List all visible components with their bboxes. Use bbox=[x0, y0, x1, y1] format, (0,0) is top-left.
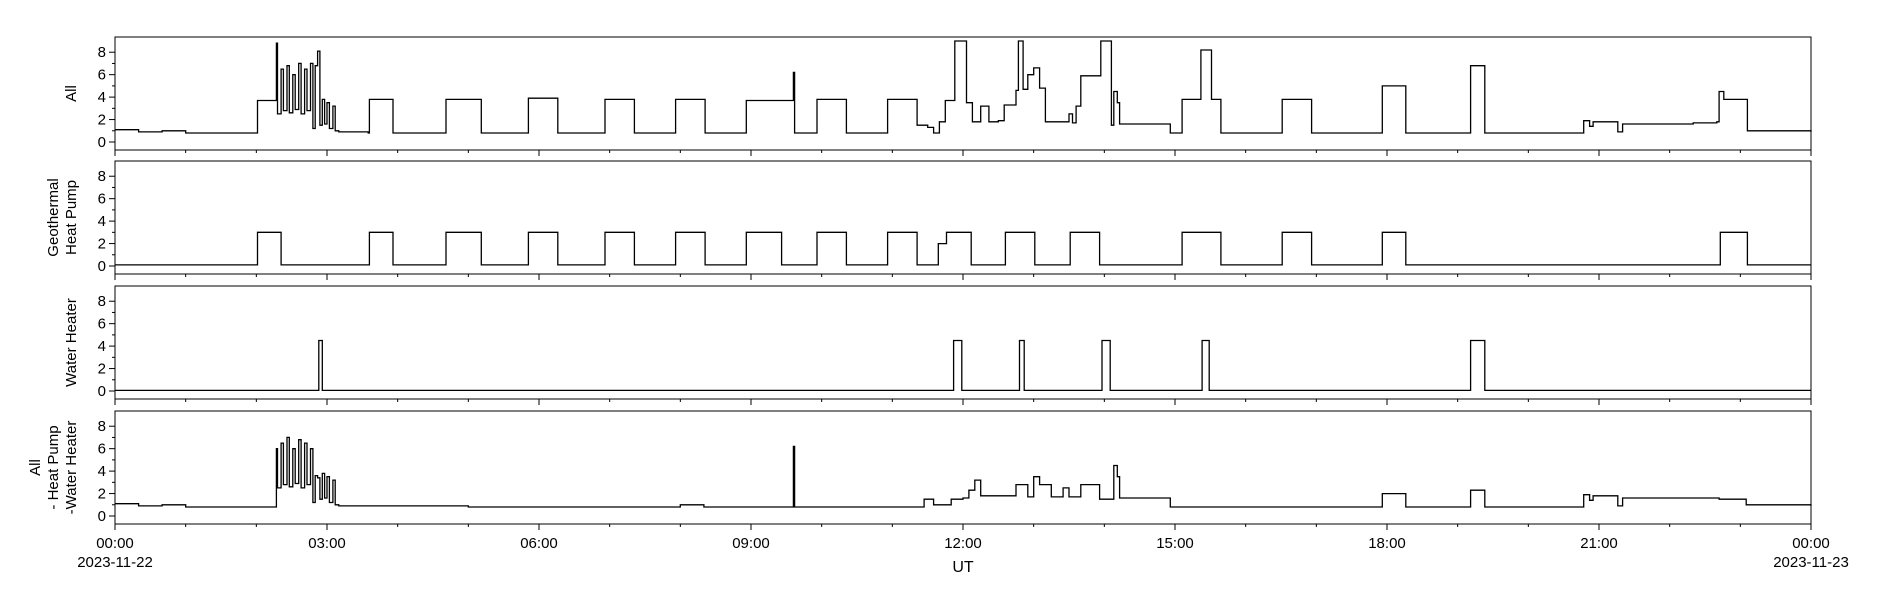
y-tick-label: 6 bbox=[98, 316, 106, 333]
series-line bbox=[115, 436, 1812, 508]
y-tick-label: 0 bbox=[98, 383, 106, 400]
y-tick-label: 2 bbox=[98, 236, 106, 253]
y-tick-label: 4 bbox=[98, 463, 106, 480]
y-axis-label: All- Heat Pump-Water Heater bbox=[27, 421, 80, 515]
y-axis-label-line: -Water Heater bbox=[63, 421, 80, 515]
x-tick-date-label: 2023-11-23 bbox=[1773, 554, 1849, 571]
y-tick-label: 6 bbox=[98, 191, 106, 208]
panel-3: 0 2 4 6 8 All- Heat Pump-Water Heater bbox=[27, 410, 1812, 530]
y-tick-label: 8 bbox=[98, 44, 106, 61]
x-tick-label: 06:00 bbox=[520, 535, 558, 552]
y-axis-label-line: All bbox=[27, 459, 44, 476]
y-axis-label-line: Geothermal bbox=[45, 178, 62, 256]
x-tick-label: 21:00 bbox=[1580, 535, 1618, 552]
y-tick-label: 0 bbox=[98, 508, 106, 525]
x-tick-label: 03:00 bbox=[308, 535, 346, 552]
panel-frame bbox=[114, 285, 1812, 400]
y-axis-label-line: - Heat Pump bbox=[45, 425, 62, 509]
y-tick-label: 8 bbox=[98, 418, 106, 435]
panel-1: 0 2 4 6 8 GeothermalHeat Pump bbox=[45, 160, 1812, 280]
y-axis-label-line: Water Heater bbox=[63, 298, 80, 387]
series-line bbox=[115, 231, 1811, 266]
y-axis-label: GeothermalHeat Pump bbox=[45, 178, 80, 256]
y-tick-label: 4 bbox=[98, 338, 106, 355]
y-tick-label: 2 bbox=[98, 112, 106, 129]
x-tick-label: 18:00 bbox=[1368, 535, 1406, 552]
x-tick-label: 15:00 bbox=[1156, 535, 1194, 552]
y-tick-label: 2 bbox=[98, 361, 106, 378]
series-line bbox=[115, 40, 1812, 134]
panel-0: 0 2 4 6 8 All bbox=[63, 36, 1812, 156]
y-axis-label: Water Heater bbox=[63, 298, 80, 387]
x-tick-label: 09:00 bbox=[732, 535, 770, 552]
y-tick-label: 6 bbox=[98, 67, 106, 84]
y-tick-label: 2 bbox=[98, 486, 106, 503]
x-tick-label: 00:00 bbox=[96, 535, 134, 552]
y-tick-label: 4 bbox=[98, 213, 106, 230]
x-axis-title: UT bbox=[952, 559, 974, 576]
y-tick-label: 6 bbox=[98, 441, 106, 458]
y-axis-label: All bbox=[63, 85, 80, 102]
panel-2: 0 2 4 6 8 Water Heater bbox=[63, 285, 1812, 405]
y-tick-label: 0 bbox=[98, 258, 106, 275]
y-axis-label-line: Heat Pump bbox=[63, 180, 80, 255]
x-tick-date-label: 2023-11-22 bbox=[77, 554, 153, 571]
series-line bbox=[115, 339, 1811, 392]
y-tick-label: 8 bbox=[98, 168, 106, 185]
x-tick-label: 00:00 bbox=[1792, 535, 1830, 552]
y-tick-label: 8 bbox=[98, 293, 106, 310]
y-tick-label: 4 bbox=[98, 89, 106, 106]
y-tick-label: 0 bbox=[98, 134, 106, 151]
x-tick-label: 12:00 bbox=[944, 535, 982, 552]
y-axis-label-line: All bbox=[63, 85, 80, 102]
